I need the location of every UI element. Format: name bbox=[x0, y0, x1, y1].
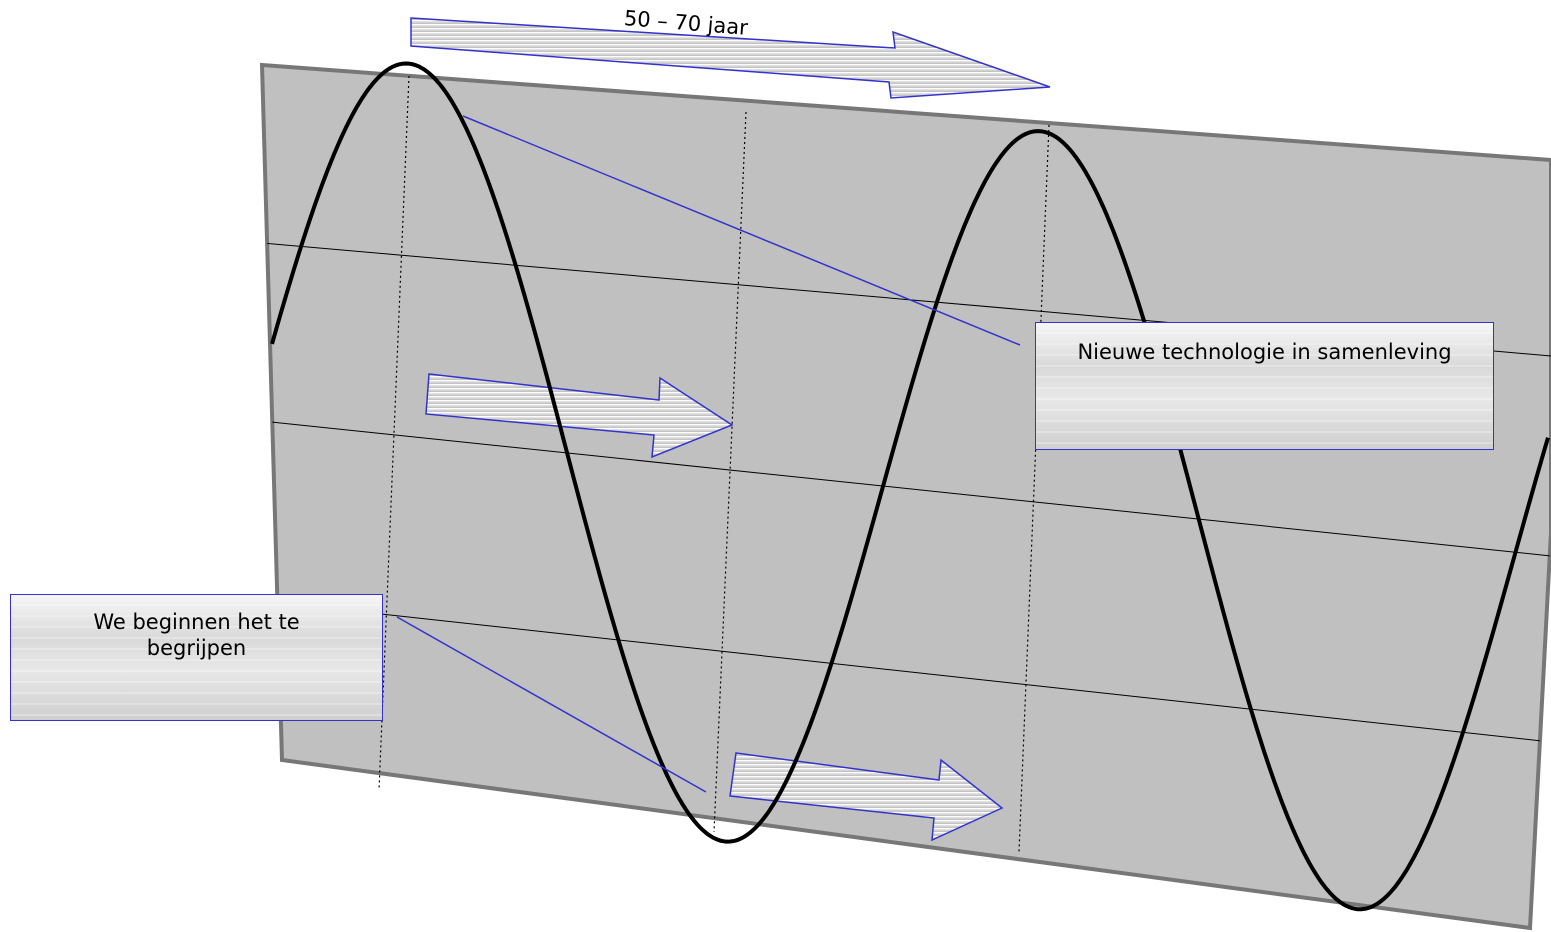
progress-arrow-upper bbox=[425, 373, 734, 459]
wave-curve bbox=[270, 61, 1550, 912]
progress-arrow-lower bbox=[729, 752, 1004, 842]
grid-line-horizontal bbox=[262, 420, 1551, 557]
leader-line-understanding bbox=[396, 616, 707, 793]
callout-understanding-text: We beginnen het te begrijpen bbox=[93, 610, 300, 660]
grid-line-horizontal bbox=[262, 600, 1551, 743]
callout-understanding: We beginnen het te begrijpen bbox=[10, 594, 383, 721]
callout-technology: Nieuwe technologie in samenleving bbox=[1035, 322, 1494, 450]
grid-line-horizontal bbox=[262, 242, 1551, 357]
period-arrow bbox=[410, 17, 1051, 99]
callout-technology-text: Nieuwe technologie in samenleving bbox=[1077, 340, 1452, 364]
grid-line-dotted bbox=[1018, 124, 1050, 853]
grid-line-dotted bbox=[713, 111, 747, 833]
grid-line-dotted bbox=[378, 75, 410, 791]
leader-line-technology bbox=[462, 115, 1021, 346]
